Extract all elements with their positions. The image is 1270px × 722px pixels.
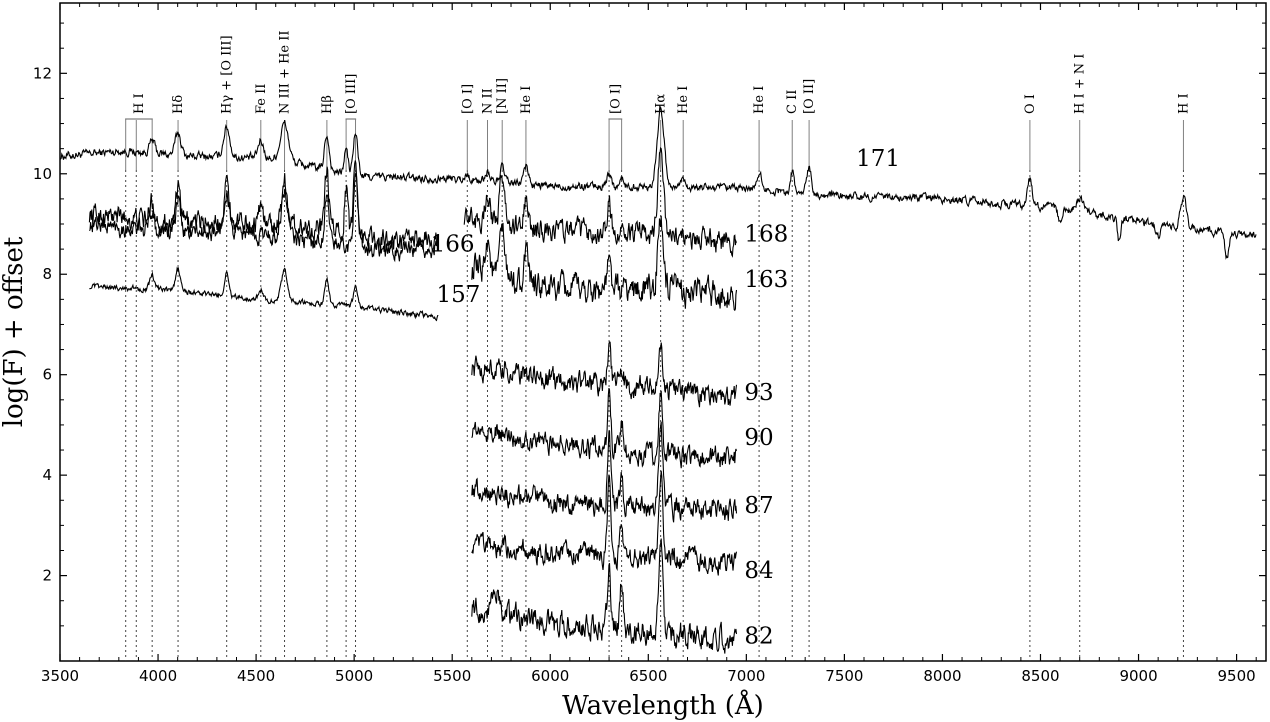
line-marker-label: H I xyxy=(132,93,147,114)
spectrum-157 xyxy=(89,266,439,322)
line-marker-label: [N II] xyxy=(495,78,510,114)
axis-ticks: 3500 4000 4500 5000 5500 6000 6500 7000 7500 8000… xyxy=(33,3,1266,685)
line-marker-label: H I xyxy=(1176,93,1191,114)
spectrum-label-166: 166 xyxy=(431,232,475,258)
spectrum-168 xyxy=(88,147,738,258)
spectrum-163 xyxy=(471,215,738,312)
y-tick-label: 12 xyxy=(33,64,52,82)
spectrum-label-163: 163 xyxy=(744,267,788,293)
spectrum-label-82: 82 xyxy=(744,623,773,649)
x-axis-title: Wavelength (Å) xyxy=(562,689,764,721)
spectrum-label-93: 93 xyxy=(744,380,773,406)
line-marker-label: He I xyxy=(752,86,767,114)
spectra-series xyxy=(59,105,1257,654)
line-markers: H I Hδ Hγ + [O III] Fe II N III + He II Hβ [O … xyxy=(125,30,1191,661)
line-marker-bracket xyxy=(608,118,623,120)
x-tick-label: 9000 xyxy=(1119,667,1157,685)
spectrum-166 xyxy=(88,171,439,263)
line-marker-label: Hα xyxy=(654,94,669,114)
line-marker-label: He I xyxy=(519,86,534,114)
line-marker-bracket xyxy=(345,118,357,120)
line-marker-label: He I xyxy=(676,86,691,114)
y-tick-label: 2 xyxy=(42,567,52,585)
line-marker-label: N III + He II xyxy=(278,30,293,114)
line-marker-label: N II xyxy=(480,88,495,114)
x-tick-label: 4000 xyxy=(139,667,177,685)
y-tick-label: 10 xyxy=(33,165,52,183)
spectrum-label-90: 90 xyxy=(744,425,773,451)
y-axis-title: log(F) + offset xyxy=(0,236,29,427)
x-tick-label: 8000 xyxy=(923,667,961,685)
spectrum-labels: 171 168 166 163 157 93 90 87 84 82 xyxy=(431,146,900,649)
x-tick-label: 5500 xyxy=(433,667,471,685)
spectrum-label-157: 157 xyxy=(437,282,481,308)
plot-frame xyxy=(59,2,1267,662)
x-tick-label: 9500 xyxy=(1217,667,1255,685)
line-marker-label: O I xyxy=(1023,94,1038,114)
spectrum-label-171: 171 xyxy=(856,146,900,172)
line-marker-label: C II xyxy=(785,90,800,114)
x-tick-label: 7500 xyxy=(825,667,863,685)
spectrum-label-168: 168 xyxy=(744,222,788,248)
line-marker-label: [O II] xyxy=(802,79,817,114)
x-tick-label: 8500 xyxy=(1021,667,1059,685)
y-tick-label: 6 xyxy=(42,366,52,384)
line-marker-label: Fe II xyxy=(254,84,269,114)
line-marker-label: [O I] xyxy=(460,84,475,114)
x-tick-label: 7000 xyxy=(727,667,765,685)
x-tick-label: 3500 xyxy=(41,667,79,685)
spectrum-82 xyxy=(471,538,738,654)
spectrum-93 xyxy=(471,341,738,408)
x-tick-label: 6500 xyxy=(629,667,667,685)
line-marker-label: [O III] xyxy=(344,74,359,114)
x-tick-label: 6000 xyxy=(531,667,569,685)
spectrum-90 xyxy=(471,388,738,469)
y-tick-label: 4 xyxy=(42,466,52,484)
y-tick-label: 8 xyxy=(42,265,52,283)
line-marker-label: H I + N I xyxy=(1073,54,1088,114)
spectrum-84 xyxy=(471,470,738,576)
spectrum-label-87: 87 xyxy=(744,493,773,519)
line-marker-label: [O I] xyxy=(608,84,623,114)
line-marker-label: Hγ + [O III] xyxy=(220,35,235,114)
x-tick-label: 5000 xyxy=(335,667,373,685)
spectrum-label-84: 84 xyxy=(744,558,773,584)
spectrum-87 xyxy=(471,421,738,523)
spectrum-171 xyxy=(59,105,1257,260)
line-marker-bracket xyxy=(125,118,153,120)
line-marker-label: Hδ xyxy=(171,95,186,114)
line-marker-label: Hβ xyxy=(320,95,335,114)
x-tick-label: 4500 xyxy=(237,667,275,685)
